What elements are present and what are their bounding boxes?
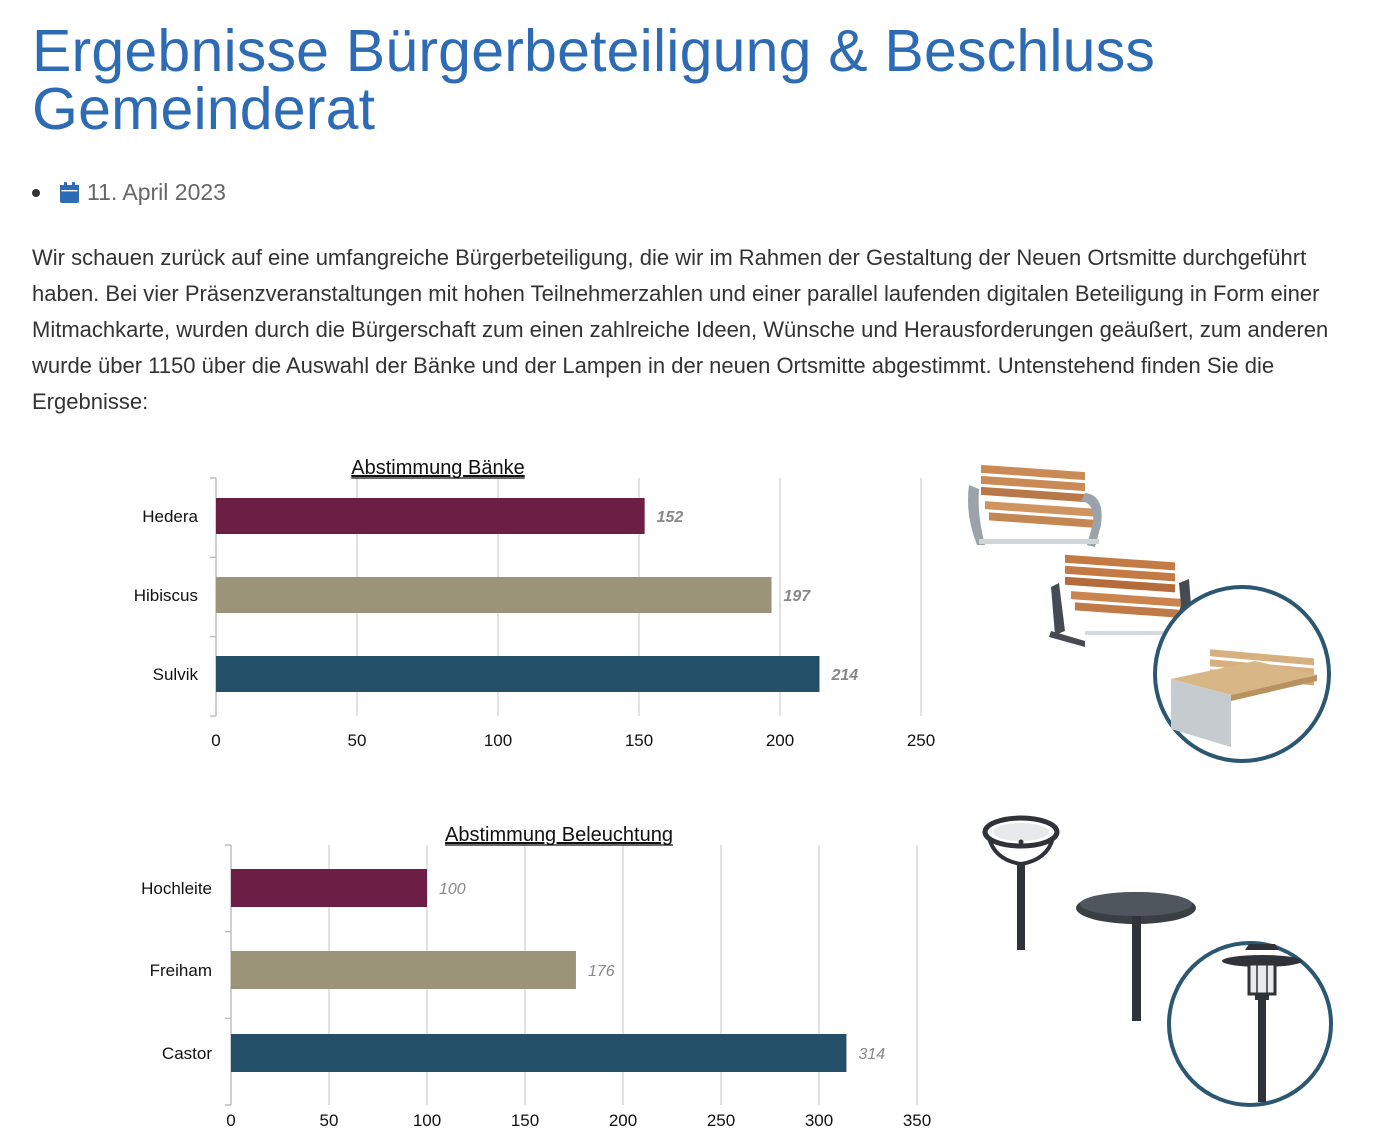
selected-lamp-frame	[1167, 941, 1333, 1107]
x-tick-label: 0	[226, 1111, 235, 1130]
data-label: 176	[588, 963, 615, 980]
bench-hedera-image	[968, 464, 1102, 547]
x-tick-label: 50	[320, 1111, 339, 1130]
bench-hibiscus-image	[1049, 554, 1191, 647]
post-date: 11. April 2023	[87, 178, 226, 205]
x-tick-label: 300	[805, 1111, 833, 1130]
data-label: 152	[657, 509, 684, 526]
x-tick-label: 50	[348, 731, 367, 750]
category-label: Sulvik	[153, 665, 199, 684]
data-label: 314	[858, 1046, 885, 1063]
bench-sulvik-image	[1171, 649, 1317, 747]
category-label: Freiham	[150, 961, 212, 980]
bar-freiham	[231, 951, 576, 989]
data-label: 214	[830, 667, 858, 684]
bar-hibiscus	[216, 577, 772, 613]
lamp-hochleite-image	[982, 815, 1060, 950]
category-label: Hedera	[142, 507, 198, 526]
post-meta: 11. April 2023	[32, 176, 226, 208]
chart-title: Abstimmung Beleuchtung	[445, 824, 673, 846]
x-tick-label: 200	[766, 731, 794, 750]
category-label: Hibiscus	[134, 586, 198, 605]
bench-vote-chart: Abstimmung Bänke Hedera 152 Hibiscus 197 Sulv…	[134, 457, 935, 750]
bar-hedera	[216, 498, 645, 534]
bar-sulvik	[216, 656, 820, 692]
x-tick-label: 100	[413, 1111, 441, 1130]
x-tick-label: 150	[511, 1111, 539, 1130]
x-tick-label: 350	[903, 1111, 931, 1130]
chart-title: Abstimmung Bänke	[351, 457, 524, 479]
x-tick-label: 200	[609, 1111, 637, 1130]
bench-images	[968, 464, 1331, 763]
data-label: 100	[439, 881, 466, 898]
lamp-freiham-image	[1076, 892, 1196, 1021]
x-tick-label: 250	[707, 1111, 735, 1130]
lamp-castor-image	[1222, 944, 1302, 1102]
x-tick-label: 100	[484, 731, 512, 750]
intro-text: Wir schauen zurück auf eine umfangreiche…	[32, 245, 1329, 414]
category-label: Castor	[162, 1044, 212, 1063]
category-label: Hochleite	[141, 879, 212, 898]
lighting-vote-chart: Abstimmung Beleuchtung Hochleite 100 Freiha…	[141, 824, 931, 1130]
bar-castor	[231, 1034, 847, 1072]
x-tick-label: 0	[211, 731, 220, 750]
calendar-icon	[60, 181, 79, 203]
x-tick-label: 150	[625, 731, 653, 750]
data-label: 197	[784, 588, 812, 605]
x-tick-label: 250	[907, 731, 935, 750]
bar-hochleite	[231, 869, 427, 907]
page-title: Ergebnisse Bürgerbeteiligung & Beschluss…	[32, 18, 1156, 142]
list-bullet	[32, 189, 40, 197]
lamp-images	[982, 815, 1333, 1107]
